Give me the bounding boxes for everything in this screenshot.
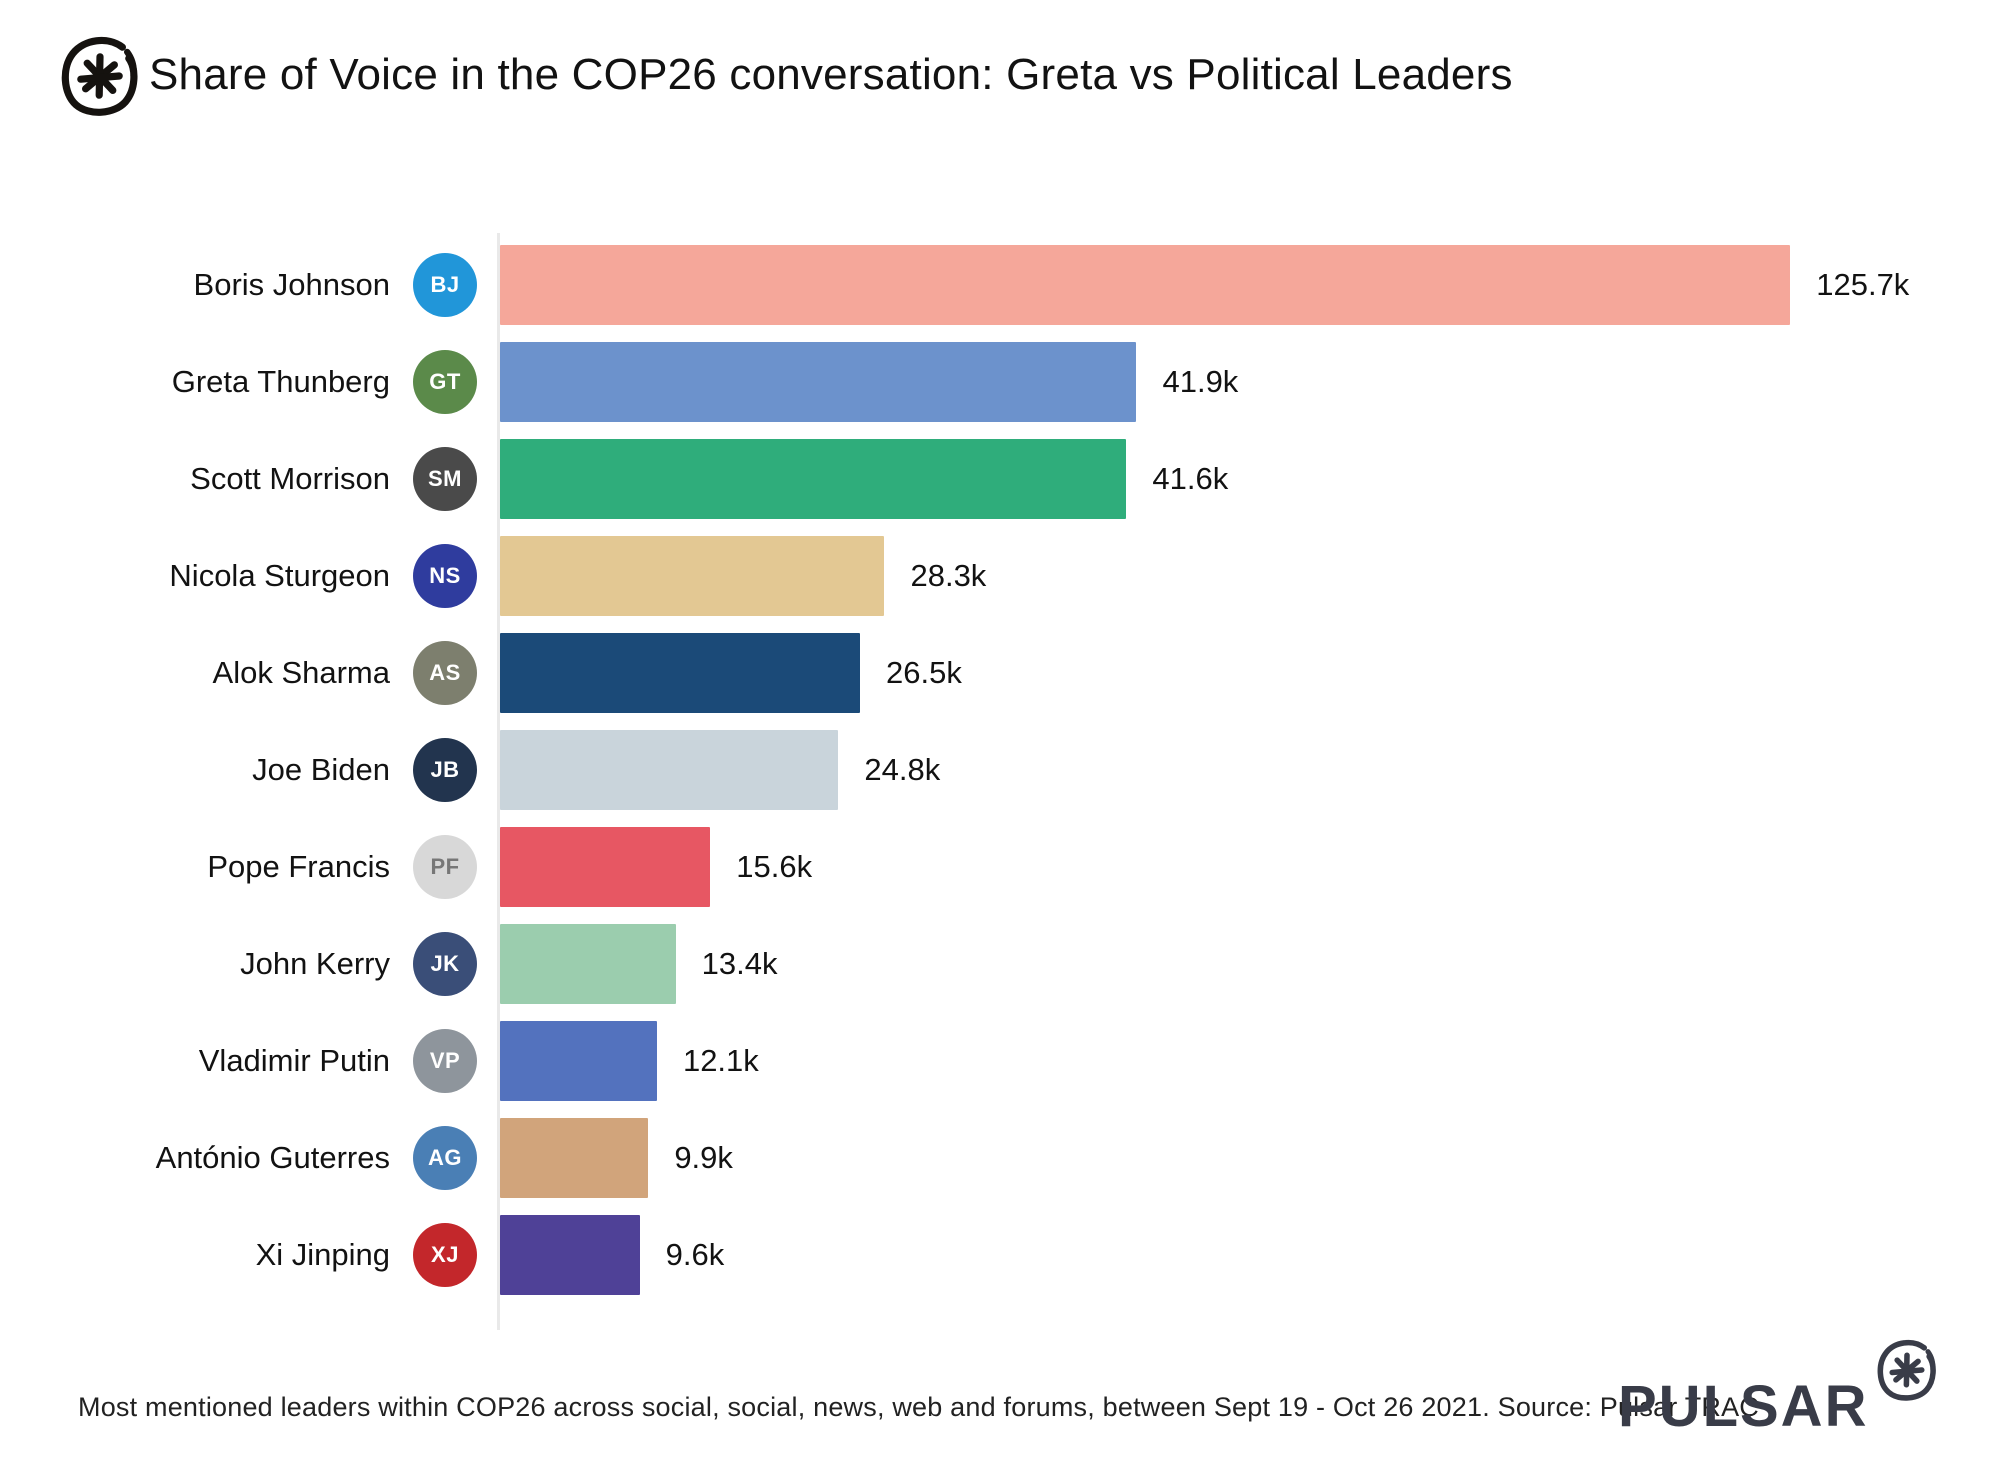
footer-caption: Most mentioned leaders within COP26 acro… (78, 1392, 1760, 1422)
bar-row: Vladimir Putin VP 12.1k (0, 1021, 2000, 1118)
avatar: XJ (413, 1223, 477, 1287)
leader-name: Nicola Sturgeon (169, 558, 390, 593)
bar-row: Alok Sharma AS 26.5k (0, 633, 2000, 730)
bar-track: 28.3k (500, 536, 1940, 616)
value-label: 24.8k (864, 752, 941, 787)
bar (500, 1021, 657, 1101)
leader-name: Boris Johnson (193, 267, 390, 302)
bar-track: 41.9k (500, 342, 1940, 422)
leader-name: Joe Biden (252, 752, 390, 787)
avatar: JK (413, 932, 477, 996)
bar-track: 41.6k (500, 439, 1940, 519)
value-label: 28.3k (910, 558, 987, 593)
value-label: 12.1k (682, 1043, 759, 1078)
leader-name: John Kerry (240, 946, 390, 981)
bar-row: Pope Francis PF 15.6k (0, 827, 2000, 924)
value-label: 9.9k (674, 1140, 733, 1175)
value-label: 26.5k (886, 655, 962, 690)
bar-row: Nicola Sturgeon NS 28.3k (0, 536, 2000, 633)
header: Share of Voice in the COP26 conversation… (0, 0, 2000, 160)
bar (500, 536, 885, 616)
bar (500, 1118, 649, 1198)
axis-baseline (497, 233, 500, 1330)
avatar: JB (413, 738, 477, 802)
bar-row: Scott Morrison SM 41.6k (0, 439, 2000, 536)
bar (500, 342, 1137, 422)
avatar: SM (413, 447, 477, 511)
leader-name: Pope Francis (207, 849, 390, 884)
avatar: BJ (413, 253, 477, 317)
bar (500, 633, 860, 713)
avatar-cell: JK (390, 924, 500, 1004)
bar-row: John Kerry JK 13.4k (0, 924, 2000, 1021)
bar-track: 13.4k (500, 924, 1940, 1004)
bar-chart: Boris Johnson BJ 125.7k Greta Thunberg G… (0, 233, 2000, 1330)
value-label: 41.9k (1162, 364, 1239, 399)
bar-track: 9.9k (500, 1118, 1940, 1198)
avatar-cell: AS (390, 633, 500, 713)
avatar: NS (413, 544, 477, 608)
value-label: 41.6k (1152, 461, 1229, 496)
bar-row: António Guterres AG 9.9k (0, 1118, 2000, 1215)
avatar-cell: XJ (390, 1215, 500, 1295)
bar-track: 12.1k (500, 1021, 1940, 1101)
bar-row: Greta Thunberg GT 41.9k (0, 342, 2000, 439)
bar (500, 245, 1791, 325)
avatar: VP (413, 1029, 477, 1093)
bar (500, 827, 711, 907)
avatar-cell: GT (390, 342, 500, 422)
avatar-cell: SM (390, 439, 500, 519)
leader-name: Greta Thunberg (171, 364, 390, 399)
bar-track: 15.6k (500, 827, 1940, 907)
avatar-cell: PF (390, 827, 500, 907)
bar-track: 24.8k (500, 730, 1940, 810)
avatar-cell: BJ (390, 245, 500, 325)
avatar: AG (413, 1126, 477, 1190)
avatar-cell: VP (390, 1021, 500, 1101)
bar-rows: Boris Johnson BJ 125.7k Greta Thunberg G… (0, 245, 2000, 1312)
avatar-cell: AG (390, 1118, 500, 1198)
pulsar-wordmark: PULSAR (1618, 1374, 1869, 1439)
bar-track: 125.7k (500, 245, 1940, 325)
leader-name: António Guterres (155, 1140, 390, 1175)
bar-row: Boris Johnson BJ 125.7k (0, 245, 2000, 342)
avatar: AS (413, 641, 477, 705)
bar (500, 439, 1127, 519)
bar (500, 924, 676, 1004)
bar (500, 730, 839, 810)
pulsar-asterisk-logo-icon (61, 36, 138, 116)
leader-name: Xi Jinping (255, 1237, 390, 1272)
leader-name: Scott Morrison (190, 461, 390, 496)
avatar: PF (413, 835, 477, 899)
pulsar-asterisk-logo-icon (1877, 1339, 1936, 1401)
avatar-cell: NS (390, 536, 500, 616)
bar (500, 1215, 640, 1295)
leader-name: Vladimir Putin (198, 1043, 390, 1078)
bar-row: Joe Biden JB 24.8k (0, 730, 2000, 827)
value-label: 15.6k (736, 849, 813, 884)
bar-track: 9.6k (500, 1215, 1940, 1295)
avatar-cell: JB (390, 730, 500, 810)
page-title: Share of Voice in the COP26 conversation… (149, 50, 1513, 99)
pulsar-brand-lockup: PULSAR (1618, 1338, 1938, 1448)
value-label: 13.4k (701, 946, 778, 981)
bar-track: 26.5k (500, 633, 1940, 713)
value-label: 125.7k (1816, 267, 1910, 302)
value-label: 9.6k (665, 1237, 725, 1272)
bar-row: Xi Jinping XJ 9.6k (0, 1215, 2000, 1312)
leader-name: Alok Sharma (212, 655, 390, 690)
avatar: GT (413, 350, 477, 414)
